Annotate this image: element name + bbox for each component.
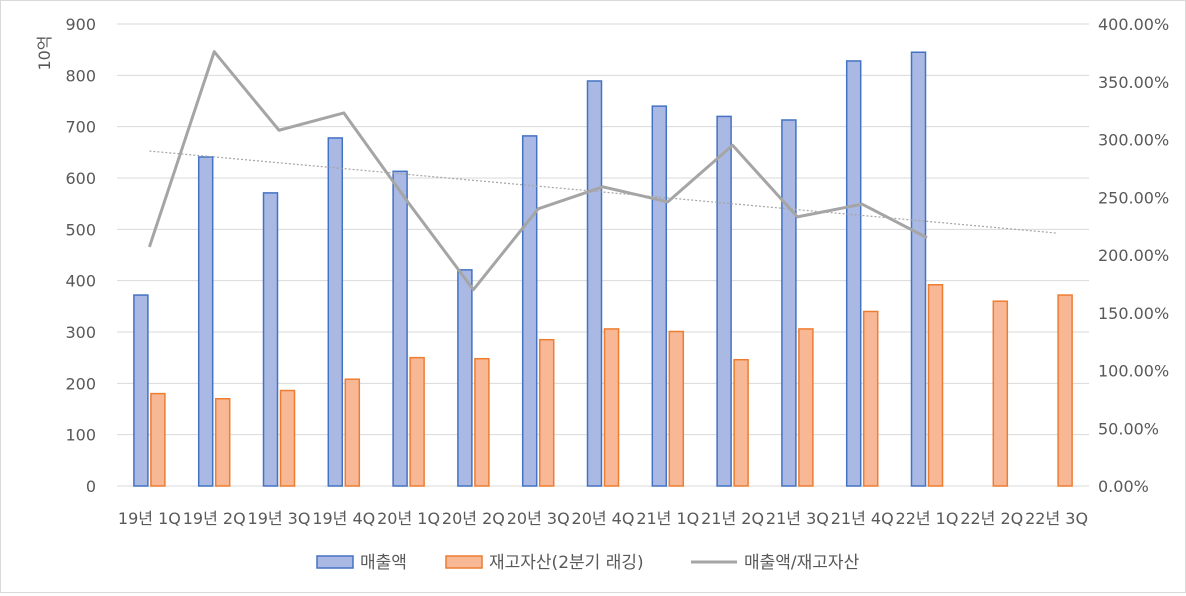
x-tick-label: 20년 2Q <box>442 509 505 528</box>
bar-inventory <box>864 311 878 486</box>
bar-sales <box>652 106 666 486</box>
x-tick-label: 19년 1Q <box>118 509 181 528</box>
legend-swatch <box>446 556 482 568</box>
x-tick-label: 21년 2Q <box>701 509 764 528</box>
x-tick-label: 22년 2Q <box>960 509 1023 528</box>
legend-swatch <box>317 556 353 568</box>
bar-inventory <box>345 379 359 486</box>
y-right-tick-label: 250.00% <box>1098 188 1169 207</box>
bar-sales <box>717 116 731 486</box>
y-axis-unit-label: 10억 <box>35 35 54 70</box>
bar-sales <box>393 171 407 486</box>
x-tick-label: 20년 3Q <box>507 509 570 528</box>
y-left-tick-label: 700 <box>65 118 96 137</box>
y-right-tick-label: 400.00% <box>1098 15 1169 34</box>
bar-sales <box>912 52 926 486</box>
bar-inventory <box>993 301 1007 486</box>
y-left-tick-label: 600 <box>65 169 96 188</box>
y-left-tick-label: 500 <box>65 220 96 239</box>
bar-inventory <box>151 394 165 486</box>
y-right-tick-label: 100.00% <box>1098 362 1169 381</box>
bar-inventory <box>216 399 230 486</box>
bar-inventory <box>669 331 683 486</box>
bar-inventory <box>475 359 489 486</box>
y-right-tick-label: 350.00% <box>1098 73 1169 92</box>
bar-inventory <box>540 340 554 486</box>
legend-label: 매출액 <box>360 553 407 573</box>
bar-sales <box>523 136 537 486</box>
x-tick-label: 20년 4Q <box>572 509 635 528</box>
legend-label: 매출액/재고자산 <box>744 553 860 573</box>
y-right-tick-label: 50.00% <box>1098 419 1159 438</box>
bar-sales <box>264 193 278 486</box>
x-tick-label: 21년 4Q <box>831 509 894 528</box>
bar-inventory <box>799 329 813 486</box>
y-left-tick-label: 400 <box>65 272 96 291</box>
x-tick-label: 19년 3Q <box>248 509 311 528</box>
bar-sales <box>458 270 472 486</box>
x-tick-label: 20년 1Q <box>377 509 440 528</box>
bar-sales <box>134 295 148 486</box>
bar-inventory <box>605 329 619 486</box>
y-right-tick-label: 150.00% <box>1098 304 1169 323</box>
bar-inventory <box>281 391 295 486</box>
bar-sales <box>199 157 213 486</box>
bar-series <box>134 52 1072 486</box>
x-tick-label: 22년 1Q <box>896 509 959 528</box>
bar-inventory <box>929 285 943 486</box>
x-tick-label: 19년 4Q <box>312 509 375 528</box>
bar-inventory <box>410 358 424 486</box>
y-left-tick-label: 300 <box>65 323 96 342</box>
y-left-tick-label: 900 <box>65 15 96 34</box>
legend: 매출액 재고자산(2분기 래깅) 매출액/재고자산 <box>317 553 860 573</box>
bar-inventory <box>734 360 748 486</box>
legend-label: 재고자산(2분기 래깅) <box>489 553 644 573</box>
y-left-tick-label: 800 <box>65 66 96 85</box>
bar-inventory <box>1058 295 1072 486</box>
y-right-tick-label: 300.00% <box>1098 131 1169 150</box>
y-left-tick-label: 0 <box>86 477 96 496</box>
bar-sales <box>588 81 602 486</box>
y-right-tick-label: 0.00% <box>1098 477 1149 496</box>
x-tick-label: 21년 1Q <box>636 509 699 528</box>
x-tick-label: 21년 3Q <box>766 509 829 528</box>
y-left-tick-label: 200 <box>65 374 96 393</box>
y-right-tick-label: 200.00% <box>1098 246 1169 265</box>
y-left-tick-label: 100 <box>65 426 96 445</box>
bar-sales <box>328 138 342 486</box>
bar-sales <box>782 120 796 486</box>
x-tick-label: 22년 3Q <box>1025 509 1088 528</box>
x-tick-label: 19년 2Q <box>183 509 246 528</box>
bar-sales <box>847 61 861 486</box>
